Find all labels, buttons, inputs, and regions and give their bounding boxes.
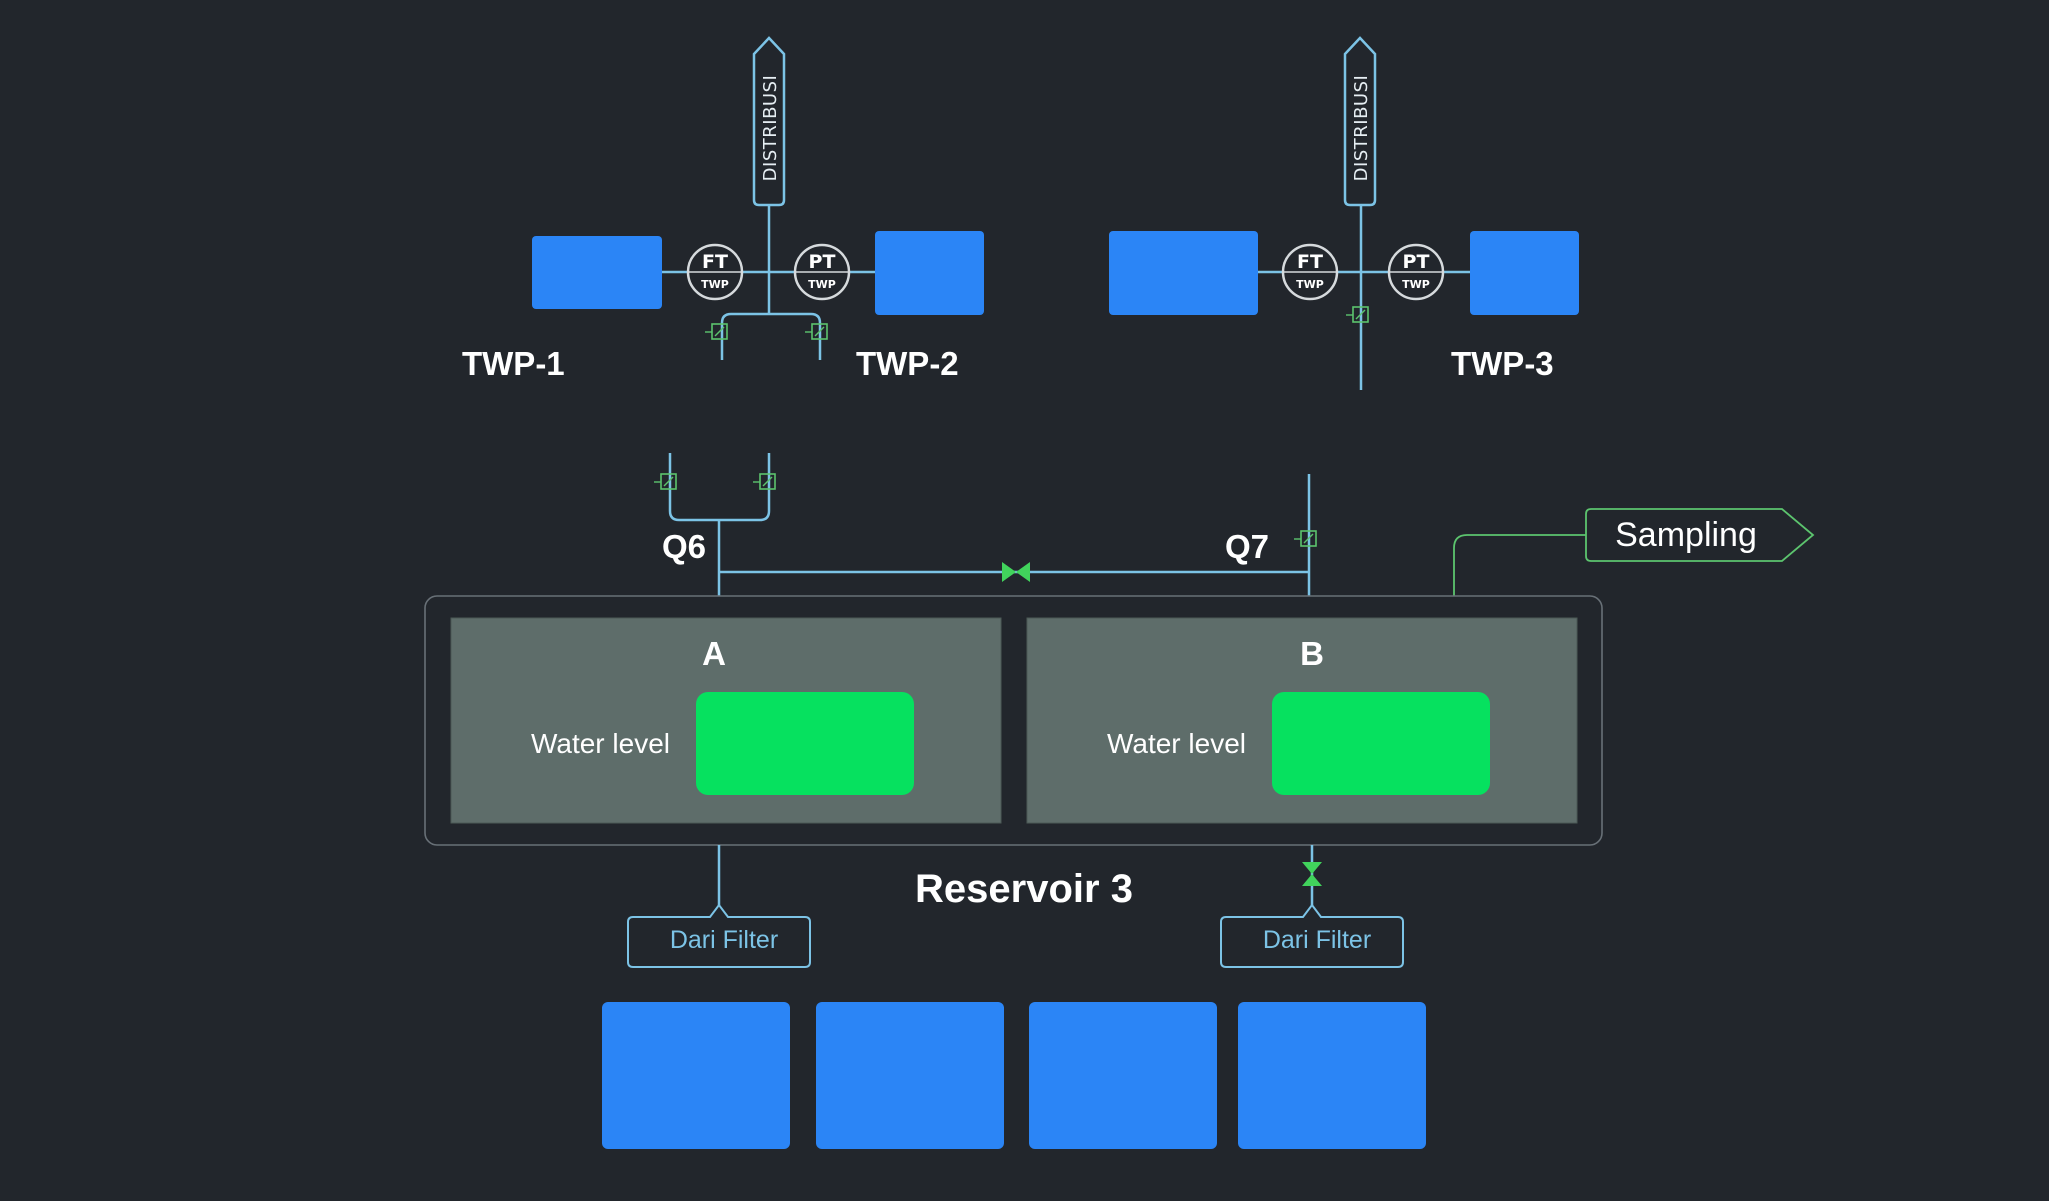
distribution-group-right: DISTRIBUSI FT TWP PT TWP TWP-3 — [1109, 36, 1579, 390]
branch-pipe-left — [720, 312, 822, 360]
damper-icon[interactable] — [805, 323, 828, 340]
status-block-1[interactable] — [602, 1002, 790, 1149]
butterfly-valve-icon[interactable] — [1302, 862, 1322, 886]
ft-left-sub: TWP — [701, 278, 729, 291]
water-level-label-a: Water level — [531, 728, 670, 759]
water-level-label-b: Water level — [1107, 728, 1246, 759]
sampling-line — [1453, 534, 1586, 596]
pt-right-sub: TWP — [1402, 278, 1430, 291]
pressure-transmitter-left[interactable]: PT TWP — [793, 243, 851, 301]
reservoir-inlet-lines: Q6 Q7 Sampling — [654, 453, 1815, 596]
pump-label-twp2: TWP-2 — [856, 345, 959, 382]
status-block-4[interactable] — [1238, 1002, 1426, 1149]
pt-left-tag: PT — [809, 251, 836, 273]
bottom-status-row — [602, 1002, 1426, 1149]
damper-icon[interactable] — [654, 473, 677, 490]
compartment-a-title: A — [702, 635, 726, 672]
distribusi-label-left: DISTRIBUSI — [760, 75, 781, 182]
distribusi-label-right: DISTRIBUSI — [1351, 75, 1372, 182]
filter-inlet-label-left: Dari Filter — [670, 926, 778, 954]
damper-icon[interactable] — [1294, 530, 1317, 547]
q6-fork-pipe — [668, 453, 771, 522]
ft-right-tag: FT — [1297, 251, 1323, 273]
damper-blade — [814, 326, 825, 337]
damper-blade — [1355, 309, 1366, 320]
compartment-a[interactable]: A Water level — [450, 617, 1002, 824]
distribution-group-left: DISTRIBUSI FT TWP PT TWP — [462, 36, 984, 382]
distribusi-tag-right[interactable] — [1343, 36, 1377, 207]
pump-label-twp1: TWP-1 — [462, 345, 565, 382]
reservoir-3: A Water level B Water level Reservoir 3 — [424, 595, 1603, 911]
damper-blade — [1303, 533, 1314, 544]
pump-status-block-twp3-left[interactable] — [1109, 231, 1258, 315]
reservoir-frame — [424, 595, 1603, 846]
pump-label-twp3: TWP-3 — [1451, 345, 1554, 382]
damper-icon[interactable] — [753, 473, 776, 490]
filter-inlet-tag-right[interactable] — [1220, 903, 1404, 968]
damper-blade — [762, 476, 773, 487]
butterfly-valve-icon[interactable] — [1002, 562, 1030, 582]
damper-blade — [663, 476, 674, 487]
damper-icon[interactable] — [705, 323, 728, 340]
pressure-transmitter-right[interactable]: PT TWP — [1387, 243, 1445, 301]
filter-inlet-label-right: Dari Filter — [1263, 926, 1371, 954]
distribusi-tag-left[interactable] — [752, 36, 786, 207]
flow-transmitter-right[interactable]: FT TWP — [1281, 243, 1339, 301]
compartment-b[interactable]: B Water level — [1026, 617, 1578, 824]
reservoir-title: Reservoir 3 — [915, 867, 1133, 911]
ft-left-tag: FT — [702, 251, 728, 273]
pump-status-block-twp3-right[interactable] — [1470, 231, 1579, 315]
damper-blade — [714, 326, 725, 337]
flow-transmitter-left[interactable]: FT TWP — [686, 243, 744, 301]
filter-inlets: Dari Filter Dari Filter — [627, 845, 1404, 968]
ft-right-sub: TWP — [1296, 278, 1324, 291]
line-label-q6: Q6 — [662, 528, 706, 565]
status-block-3[interactable] — [1029, 1002, 1217, 1149]
filter-inlet-tag-left[interactable] — [627, 903, 811, 968]
pt-left-sub: TWP — [808, 278, 836, 291]
sampling-label: Sampling — [1615, 516, 1757, 554]
damper-icon[interactable] — [1346, 306, 1369, 323]
line-label-q7: Q7 — [1225, 528, 1269, 565]
water-level-indicator-b[interactable] — [1272, 692, 1490, 795]
pt-right-tag: PT — [1403, 251, 1430, 273]
pump-status-block-twp1[interactable] — [532, 236, 662, 309]
status-block-2[interactable] — [816, 1002, 1004, 1149]
arrow-tag-icon[interactable] — [1585, 508, 1815, 562]
compartment-b-title: B — [1300, 635, 1324, 672]
pump-status-block-twp2[interactable] — [875, 231, 984, 315]
water-level-indicator-a[interactable] — [696, 692, 914, 795]
